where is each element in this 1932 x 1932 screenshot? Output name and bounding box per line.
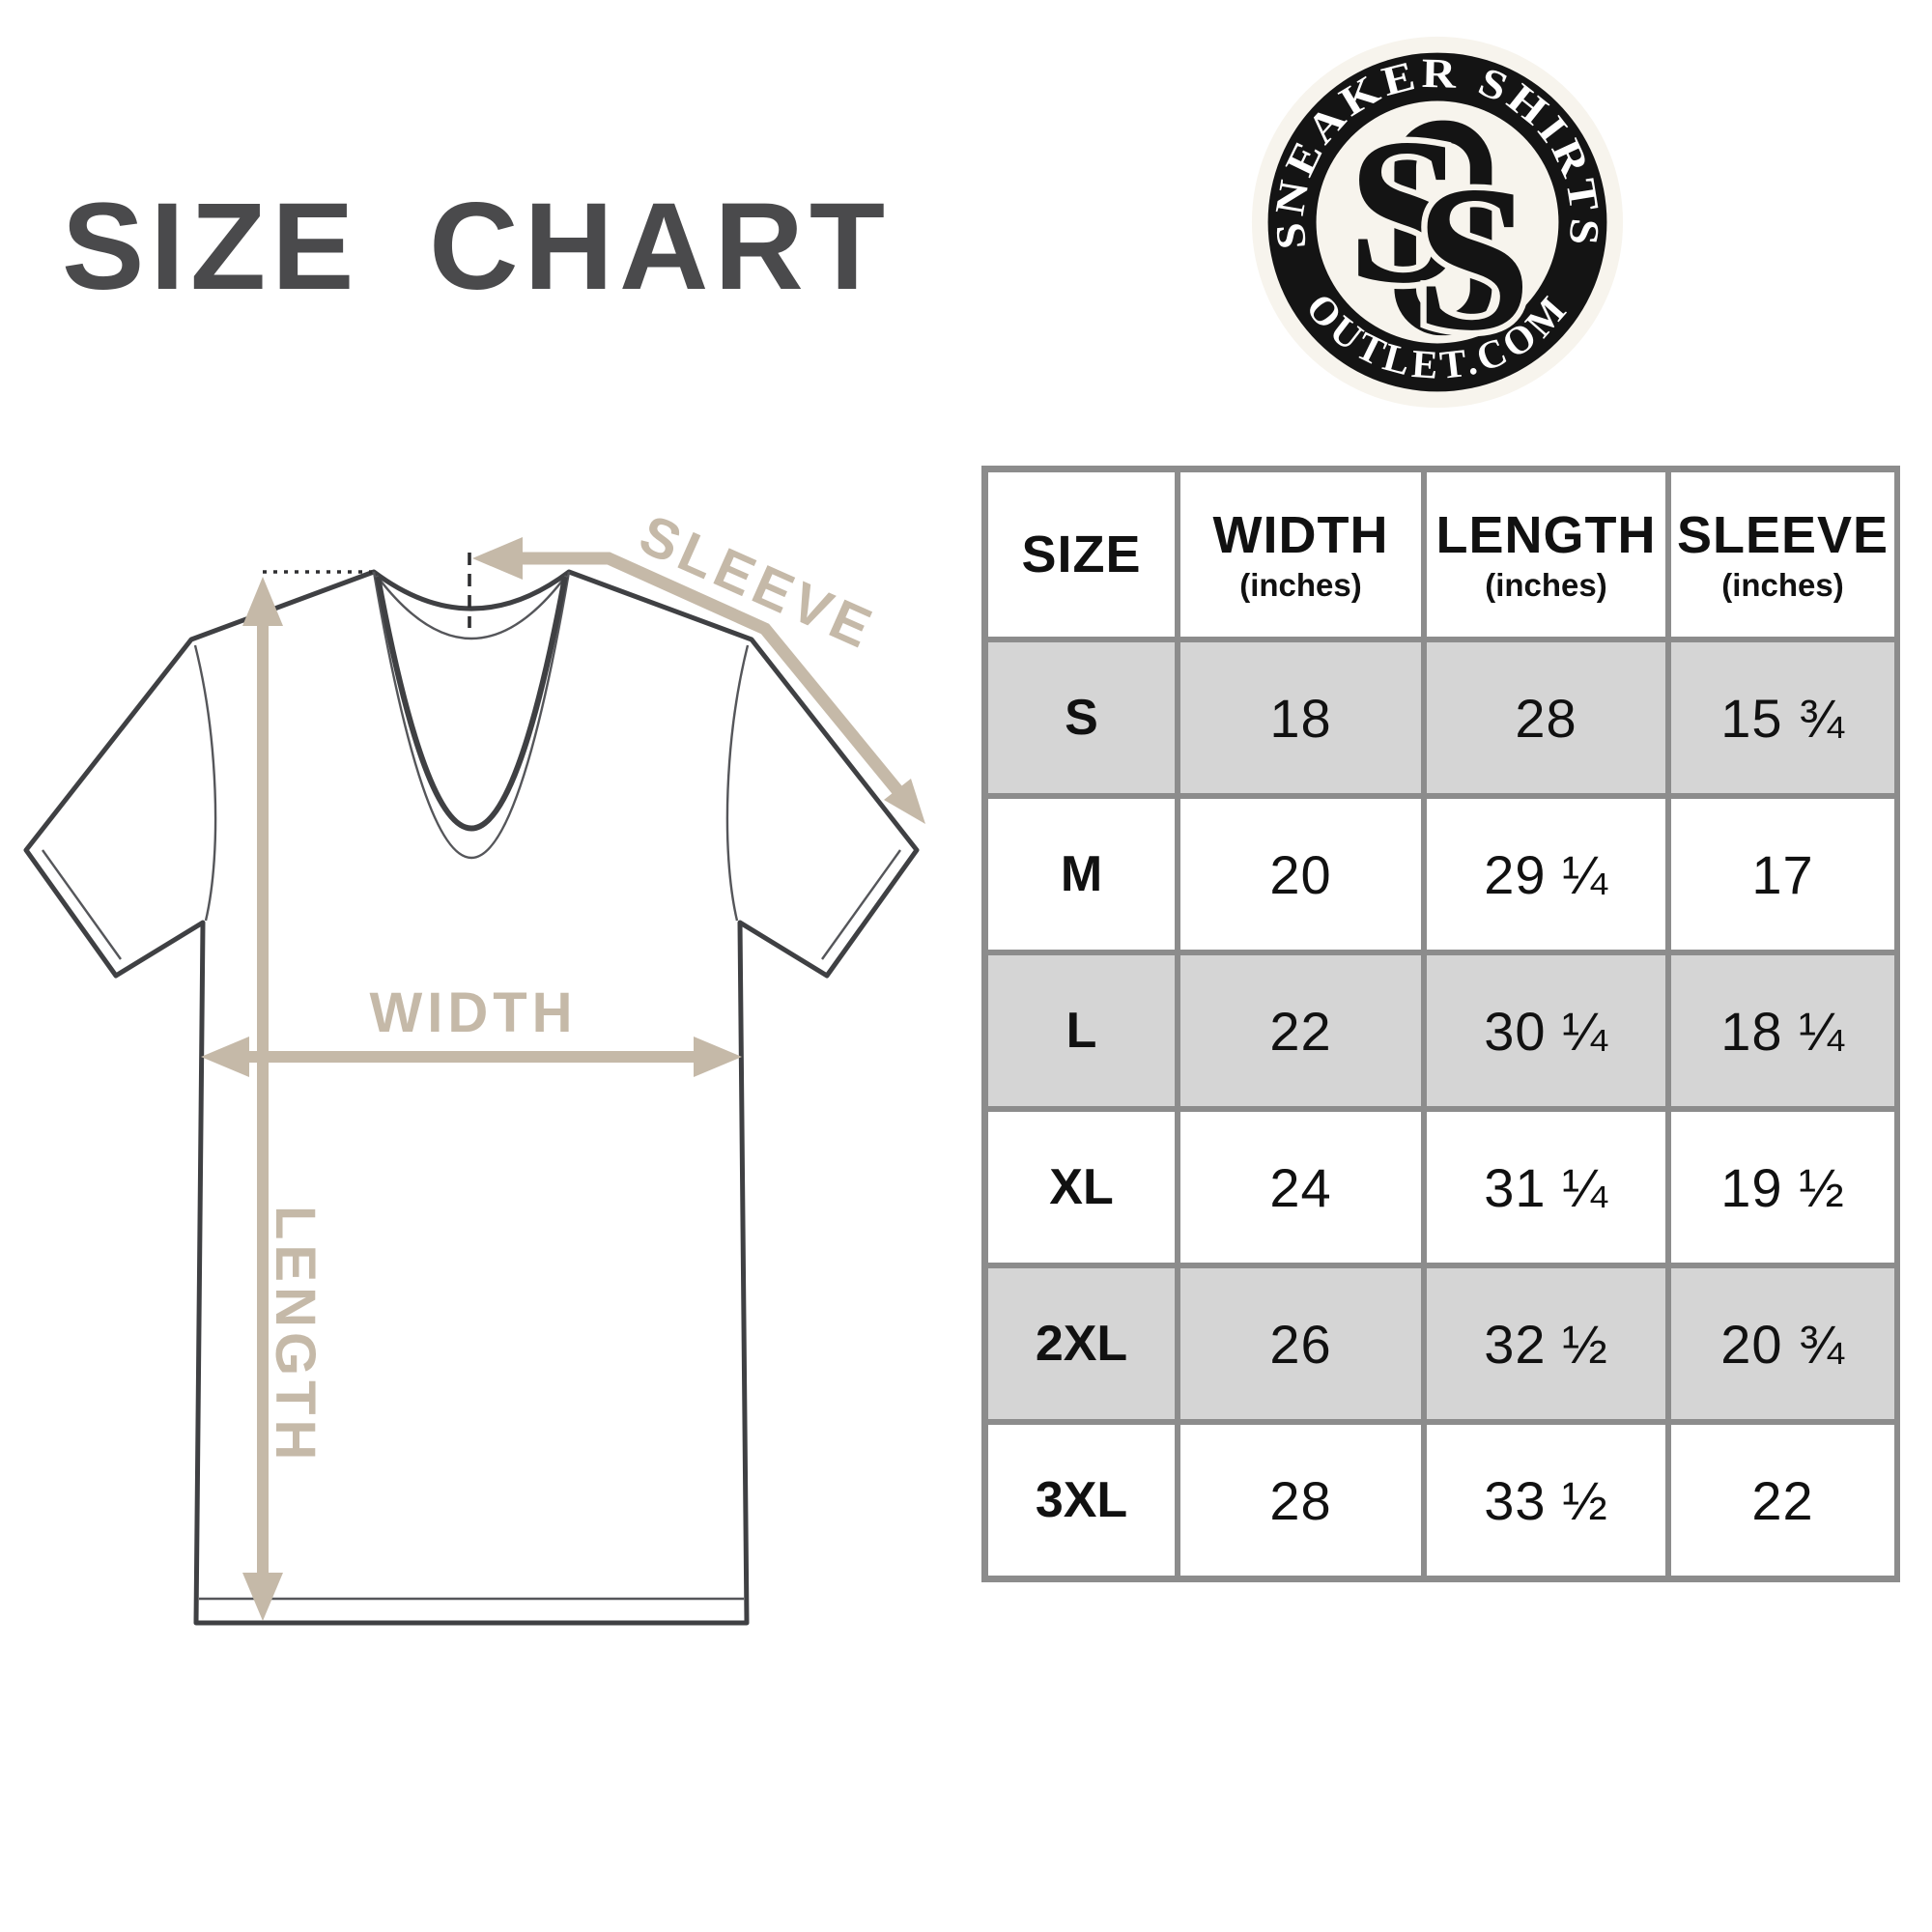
monogram-o-loop bbox=[1394, 120, 1492, 336]
row-s-width: 18 bbox=[1180, 642, 1421, 793]
collar-back-band-line bbox=[376, 575, 567, 639]
header-length-label: LENGTH bbox=[1435, 505, 1657, 564]
row-2xl-width: 26 bbox=[1180, 1268, 1421, 1419]
header-sleeve-unit: (inches) bbox=[1721, 566, 1844, 603]
collar-front-outer-line bbox=[372, 571, 571, 860]
row-s-sleeve: 15 ¾ bbox=[1671, 642, 1894, 793]
armhole-seam-left bbox=[193, 644, 217, 922]
row-m-sleeve: 17 bbox=[1671, 799, 1894, 950]
row-3xl-length: 33 ½ bbox=[1427, 1425, 1665, 1576]
row-2xl-size: 2XL bbox=[988, 1268, 1175, 1419]
row-3xl-width: 28 bbox=[1180, 1425, 1421, 1576]
row-s-length: 28 bbox=[1427, 642, 1665, 793]
sleeve-arrow-head-left bbox=[472, 537, 523, 580]
header-size-label: SIZE bbox=[1021, 526, 1142, 583]
sneaker-shirts-outlet-logo: SNEAKER SHIRTS OUTLET.COM S S bbox=[1251, 36, 1624, 409]
row-xl-length: 31 ¼ bbox=[1427, 1112, 1665, 1263]
header-length: LENGTH (inches) bbox=[1427, 472, 1665, 637]
row-2xl-length: 32 ½ bbox=[1427, 1268, 1665, 1419]
size-table: SIZE WIDTH (inches) LENGTH (inches) SLEE… bbox=[981, 466, 1900, 1582]
row-3xl-sleeve: 22 bbox=[1671, 1425, 1894, 1576]
collar-front-inner-line bbox=[375, 576, 568, 832]
row-xl-sleeve: 19 ½ bbox=[1671, 1112, 1894, 1263]
length-arrow-head-top bbox=[242, 577, 283, 626]
header-size: SIZE bbox=[988, 472, 1175, 637]
logo-inner-circle bbox=[1316, 100, 1559, 344]
width-arrow-head-right bbox=[694, 1037, 742, 1077]
row-l-size: L bbox=[988, 955, 1175, 1106]
row-s-size: S bbox=[988, 642, 1175, 793]
cuff-hem-right bbox=[821, 849, 901, 960]
cuff-hem-left bbox=[42, 849, 122, 960]
length-label: LENGTH bbox=[264, 1206, 327, 1464]
armhole-seam-right bbox=[725, 644, 750, 922]
length-arrow-head-bottom bbox=[242, 1573, 283, 1621]
width-label: WIDTH bbox=[369, 981, 577, 1044]
header-width-unit: (inches) bbox=[1239, 566, 1362, 603]
width-arrow-head-left bbox=[201, 1037, 249, 1077]
sleeve-arrow-head-right bbox=[884, 779, 925, 824]
header-width-label: WIDTH bbox=[1212, 505, 1389, 564]
row-xl-size: XL bbox=[988, 1112, 1175, 1263]
header-width: WIDTH (inches) bbox=[1180, 472, 1421, 637]
monogram-s1: S bbox=[1348, 96, 1463, 327]
row-2xl-sleeve: 20 ¾ bbox=[1671, 1268, 1894, 1419]
monogram-s2: S bbox=[1415, 143, 1531, 374]
row-m-size: M bbox=[988, 799, 1175, 950]
page-title: SIZE CHART bbox=[62, 178, 891, 316]
row-xl-width: 24 bbox=[1180, 1112, 1421, 1263]
row-m-width: 20 bbox=[1180, 799, 1421, 950]
row-l-width: 22 bbox=[1180, 955, 1421, 1106]
header-sleeve: SLEEVE (inches) bbox=[1671, 472, 1894, 637]
header-sleeve-label: SLEEVE bbox=[1676, 505, 1889, 564]
sleeve-arrow-shaft bbox=[488, 552, 916, 810]
row-l-length: 30 ¼ bbox=[1427, 955, 1665, 1106]
header-length-unit: (inches) bbox=[1485, 566, 1607, 603]
tshirt-outline bbox=[23, 569, 920, 1626]
row-m-length: 29 ¼ bbox=[1427, 799, 1665, 950]
row-3xl-size: 3XL bbox=[988, 1425, 1175, 1576]
tshirt-measurement-diagram: SLEEVE WIDTH LENGTH bbox=[23, 502, 925, 1626]
row-l-sleeve: 18 ¼ bbox=[1671, 955, 1894, 1106]
